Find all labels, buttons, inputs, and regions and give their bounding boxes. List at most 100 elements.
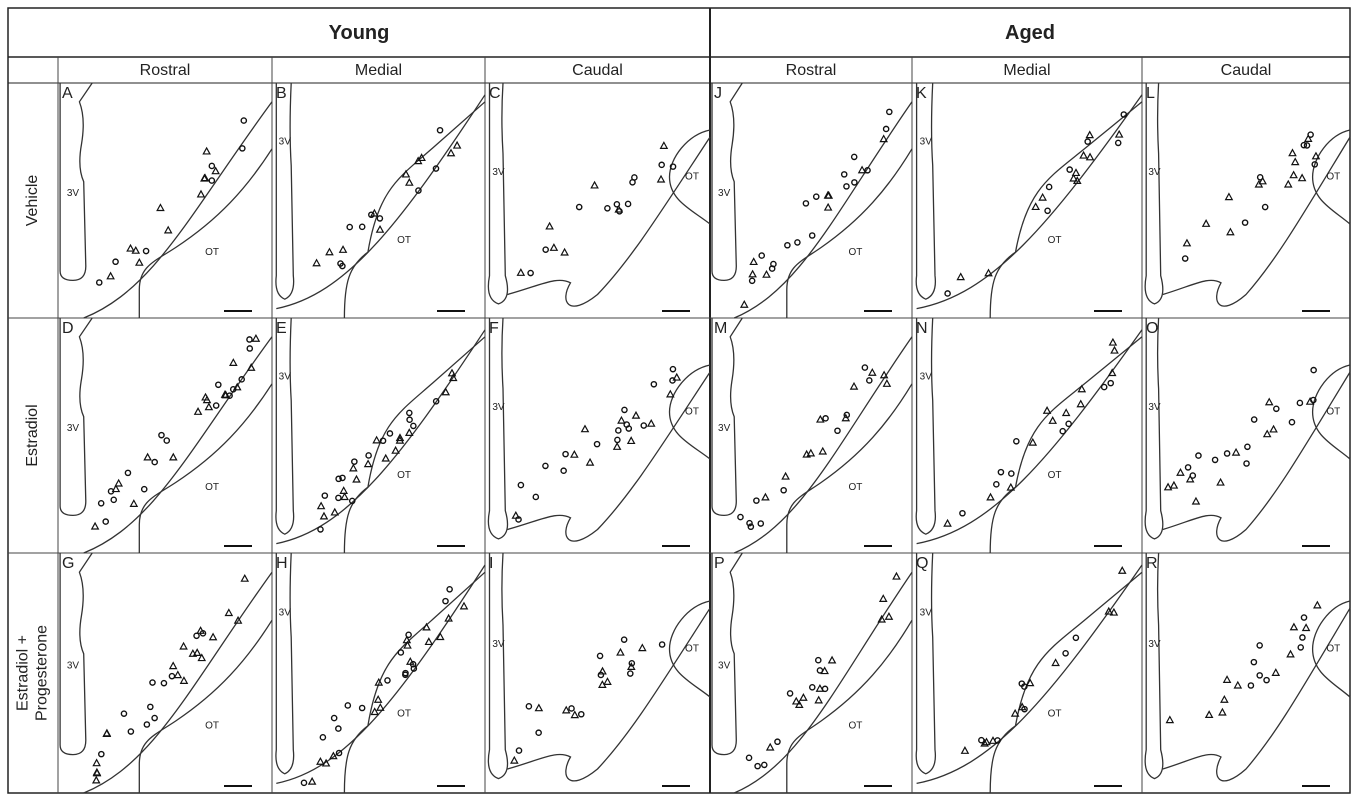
- cell-marker-triangle: [1052, 659, 1059, 665]
- cell-marker-circle: [823, 416, 828, 421]
- cell-marker-circle: [398, 650, 403, 655]
- cell-marker-triangle: [331, 509, 338, 515]
- cell-marker-circle: [597, 653, 602, 658]
- ventricle-label: 3V: [1148, 639, 1161, 650]
- ventricle-label: 3V: [492, 402, 505, 413]
- cell-marker-circle: [536, 730, 541, 735]
- tract-label: OT: [1326, 644, 1340, 655]
- cell-marker-triangle: [639, 645, 646, 651]
- cell-marker-triangle: [1224, 676, 1231, 682]
- cell-marker-triangle: [571, 712, 578, 718]
- cell-marker-triangle: [1086, 132, 1093, 138]
- cell-marker-circle: [810, 685, 815, 690]
- cell-marker-triangle: [442, 389, 449, 395]
- cell-marker-circle: [852, 180, 857, 185]
- tract-label: OT: [685, 407, 699, 418]
- cell-marker-triangle: [1193, 498, 1200, 504]
- cell-marker-triangle: [869, 369, 876, 375]
- cell-marker-circle: [1073, 635, 1078, 640]
- cell-marker-triangle: [373, 437, 380, 443]
- cell-marker-triangle: [1290, 172, 1297, 178]
- cell-marker-circle: [347, 224, 352, 229]
- cell-marker-triangle: [881, 372, 888, 378]
- cell-marker-triangle: [318, 503, 325, 509]
- cell-marker-circle: [352, 459, 357, 464]
- cell-marker-circle: [318, 527, 323, 532]
- panel: B3VOT: [276, 83, 485, 318]
- panel: Q3VOT: [916, 553, 1142, 793]
- cell-marker-circle: [1108, 381, 1113, 386]
- cell-marker-triangle: [618, 417, 625, 423]
- cell-marker-triangle: [115, 480, 122, 486]
- cell-marker-triangle: [341, 493, 348, 499]
- cell-marker-triangle: [893, 573, 900, 579]
- cell-marker-triangle: [1291, 624, 1298, 630]
- cell-marker-triangle: [461, 603, 468, 609]
- cell-marker-triangle: [587, 459, 594, 465]
- cell-marker-circle: [960, 511, 965, 516]
- cell-marker-triangle: [175, 672, 182, 678]
- cell-marker-circle: [785, 243, 790, 248]
- cell-marker-triangle: [309, 778, 316, 784]
- cell-marker-circle: [577, 204, 582, 209]
- cell-marker-triangle: [1226, 194, 1233, 200]
- cell-marker-circle: [385, 678, 390, 683]
- cell-marker-triangle: [1187, 476, 1194, 482]
- brain-edge: [734, 102, 912, 318]
- cell-marker-triangle: [107, 273, 114, 279]
- cell-marker-circle: [844, 184, 849, 189]
- cell-marker-triangle: [1119, 567, 1126, 573]
- cell-marker-triangle: [628, 437, 635, 443]
- cell-marker-triangle: [1299, 175, 1306, 181]
- cell-marker-circle: [641, 423, 646, 428]
- cell-marker-triangle: [661, 142, 668, 148]
- cell-marker-circle: [616, 428, 621, 433]
- ventricle-outline: [1145, 318, 1163, 539]
- cell-marker-circle: [301, 780, 306, 785]
- ventricle-outline: [60, 318, 92, 515]
- cell-marker-triangle: [92, 523, 99, 529]
- tract-label: OT: [848, 482, 862, 493]
- panel: M3VOT: [712, 318, 912, 553]
- cell-marker-circle: [1252, 417, 1257, 422]
- cell-marker-triangle: [377, 226, 384, 232]
- cell-marker-circle: [625, 201, 630, 206]
- cell-marker-circle: [128, 729, 133, 734]
- optic-tract-outline: [787, 384, 912, 553]
- cell-marker-triangle: [132, 247, 139, 253]
- brain-edge: [917, 330, 1142, 544]
- cell-marker-triangle: [198, 191, 205, 197]
- cell-marker-circle: [660, 642, 665, 647]
- cell-marker-circle: [1066, 421, 1071, 426]
- cell-marker-triangle: [1171, 482, 1178, 488]
- panel-letter: M: [714, 320, 727, 337]
- cell-marker-triangle: [604, 678, 611, 684]
- brain-edge: [917, 565, 1142, 783]
- cell-marker-circle: [1212, 457, 1217, 462]
- cell-marker-circle: [1251, 660, 1256, 665]
- brain-edge: [276, 565, 485, 783]
- cell-marker-circle: [594, 442, 599, 447]
- cell-marker-triangle: [170, 663, 177, 669]
- cell-marker-triangle: [144, 454, 151, 460]
- cell-marker-circle: [247, 337, 252, 342]
- panel: I3VOT: [488, 553, 710, 786]
- cell-marker-circle: [1263, 204, 1268, 209]
- cell-marker-triangle: [157, 205, 164, 211]
- cell-marker-circle: [750, 278, 755, 283]
- cell-marker-triangle: [782, 473, 789, 479]
- cell-marker-triangle: [1235, 682, 1242, 688]
- cell-marker-circle: [152, 459, 157, 464]
- cell-marker-triangle: [741, 301, 748, 307]
- cell-marker-triangle: [406, 179, 413, 185]
- cell-marker-circle: [1301, 615, 1306, 620]
- cell-marker-circle: [651, 382, 656, 387]
- cell-marker-circle: [1297, 400, 1302, 405]
- cell-marker-triangle: [226, 609, 233, 615]
- cell-marker-circle: [216, 382, 221, 387]
- ventricle-label: 3V: [492, 167, 505, 178]
- cell-marker-triangle: [1087, 154, 1094, 160]
- cell-marker-circle: [194, 633, 199, 638]
